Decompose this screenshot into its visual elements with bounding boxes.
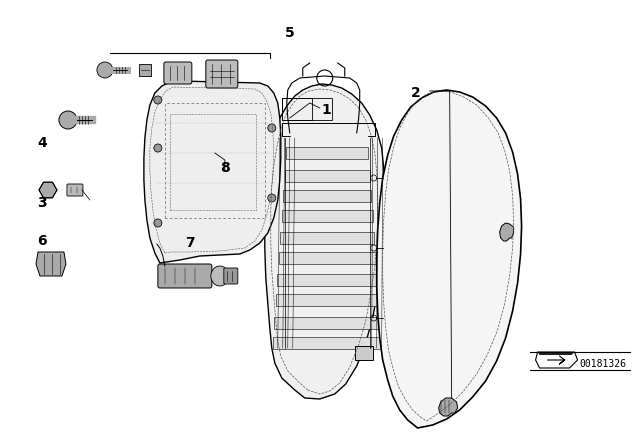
FancyBboxPatch shape xyxy=(206,60,238,88)
Text: 4: 4 xyxy=(37,136,47,150)
Bar xyxy=(139,64,151,76)
Circle shape xyxy=(154,144,162,152)
Ellipse shape xyxy=(211,266,229,286)
Polygon shape xyxy=(36,252,66,276)
Bar xyxy=(280,232,374,244)
Bar xyxy=(273,337,381,349)
Text: 5: 5 xyxy=(285,26,294,40)
Polygon shape xyxy=(536,352,577,368)
Bar xyxy=(276,294,379,306)
Bar xyxy=(282,210,372,222)
Text: 00181326: 00181326 xyxy=(580,359,627,369)
Polygon shape xyxy=(377,90,522,428)
Circle shape xyxy=(97,62,113,78)
Polygon shape xyxy=(39,182,57,198)
Bar xyxy=(286,147,368,159)
FancyBboxPatch shape xyxy=(67,184,83,196)
Bar xyxy=(282,98,312,120)
Bar xyxy=(277,274,377,286)
FancyBboxPatch shape xyxy=(164,62,192,84)
Bar xyxy=(170,114,256,210)
Circle shape xyxy=(268,194,276,202)
Circle shape xyxy=(268,124,276,132)
Text: 2: 2 xyxy=(411,86,420,100)
Text: 6: 6 xyxy=(37,234,47,248)
Bar xyxy=(275,317,380,329)
Polygon shape xyxy=(438,398,458,416)
FancyBboxPatch shape xyxy=(158,264,212,288)
Bar xyxy=(355,346,372,360)
Circle shape xyxy=(154,219,162,227)
Text: 1: 1 xyxy=(322,103,332,117)
Text: 7: 7 xyxy=(185,236,195,250)
Bar xyxy=(285,170,370,182)
Polygon shape xyxy=(144,81,281,263)
FancyBboxPatch shape xyxy=(224,268,238,284)
Polygon shape xyxy=(538,352,575,355)
Bar xyxy=(284,190,371,202)
Circle shape xyxy=(154,96,162,104)
Bar xyxy=(282,98,332,120)
Polygon shape xyxy=(500,223,513,241)
Text: 3: 3 xyxy=(37,196,47,210)
Polygon shape xyxy=(265,84,385,399)
Text: 8: 8 xyxy=(220,161,230,175)
Circle shape xyxy=(59,111,77,129)
Bar xyxy=(279,252,376,264)
